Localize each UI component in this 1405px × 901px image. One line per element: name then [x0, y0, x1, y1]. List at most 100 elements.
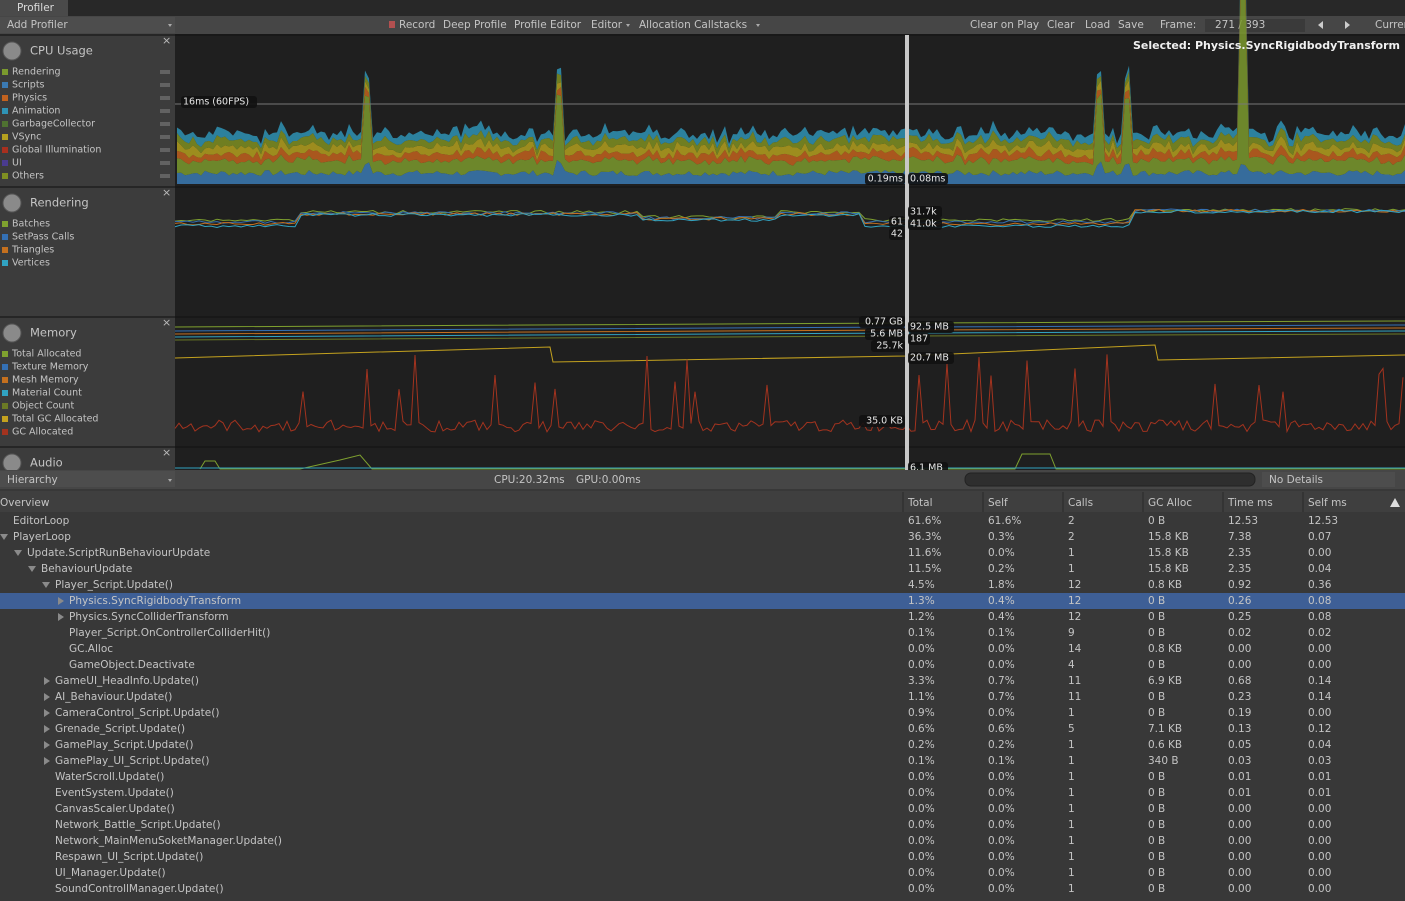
prev-frame[interactable] — [1318, 21, 1323, 29]
legend-item[interactable]: Total Allocated — [11, 349, 81, 360]
row-name[interactable]: Physics.SyncColliderTransform — [69, 611, 229, 623]
row-name[interactable]: WaterScroll.Update() — [55, 771, 164, 783]
legend-item[interactable]: Scripts — [12, 80, 45, 91]
collapsed-arrow[interactable] — [44, 709, 50, 717]
column-header[interactable]: Self ms — [1308, 497, 1347, 509]
memory-line — [174, 354, 1404, 434]
rendering-line — [174, 209, 1405, 226]
row-cell: 5 — [1068, 723, 1075, 735]
close-module[interactable]: × — [162, 316, 171, 329]
legend-item[interactable]: Rendering — [12, 67, 61, 78]
expanded-arrow[interactable] — [42, 582, 50, 588]
row-cell: 0.0% — [988, 771, 1015, 783]
module-panel — [0, 34, 175, 470]
row-name[interactable]: PlayerLoop — [13, 531, 71, 543]
legend-item[interactable]: Batches — [12, 219, 50, 230]
row-cell: 61.6% — [988, 515, 1021, 527]
legend-item[interactable]: Object Count — [12, 401, 74, 412]
details-dropdown[interactable] — [1262, 472, 1395, 487]
collapsed-arrow[interactable] — [44, 757, 50, 765]
row-name[interactable]: BehaviourUpdate — [41, 563, 132, 575]
row-cell: 0.00 — [1308, 819, 1331, 831]
legend-item[interactable]: Texture Memory — [11, 362, 89, 373]
row-name[interactable]: CameraControl_Script.Update() — [55, 707, 219, 719]
collapsed-arrow[interactable] — [44, 693, 50, 701]
column-header[interactable]: Self — [988, 497, 1008, 509]
row-name[interactable]: Network_Battle_Script.Update() — [55, 819, 221, 831]
legend-item[interactable]: Global Illumination — [12, 145, 101, 156]
row-name[interactable]: GameObject.Deactivate — [69, 659, 195, 671]
toolbar-button[interactable]: Allocation Callstacks — [639, 19, 747, 31]
row-cell: 0.00 — [1228, 659, 1251, 671]
row-name[interactable]: AI_Behaviour.Update() — [55, 691, 172, 703]
row-name[interactable]: Player_Script.OnControllerColliderHit() — [69, 627, 270, 639]
row-name[interactable]: Grenade_Script.Update() — [55, 723, 185, 735]
row-name[interactable]: UI_Manager.Update() — [55, 867, 166, 879]
legend-item[interactable]: GarbageCollector — [12, 119, 95, 130]
current-button[interactable]: Current — [1375, 19, 1405, 31]
search-field[interactable] — [964, 472, 1256, 487]
graph-area — [175, 34, 1405, 470]
row-name[interactable]: GameUI_HeadInfo.Update() — [55, 675, 199, 687]
row-name[interactable]: EventSystem.Update() — [55, 787, 174, 799]
row-cell: 12.53 — [1228, 515, 1258, 527]
next-frame[interactable] — [1345, 21, 1350, 29]
column-header[interactable]: Calls — [1068, 497, 1093, 509]
row-cell: 0.1% — [988, 627, 1015, 639]
row-name[interactable]: SoundControllManager.Update() — [55, 883, 224, 895]
toolbar-button[interactable]: Clear — [1047, 19, 1075, 31]
row-cell: 7.1 KB — [1148, 723, 1182, 735]
expanded-arrow[interactable] — [0, 534, 8, 540]
expanded-arrow[interactable] — [14, 550, 22, 556]
legend-item[interactable]: Animation — [12, 106, 60, 117]
row-name[interactable]: GamePlay_Script.Update() — [55, 739, 193, 751]
row-name[interactable]: Physics.SyncRigidbodyTransform — [69, 595, 241, 607]
legend-item[interactable]: UI — [12, 158, 22, 169]
collapsed-arrow[interactable] — [58, 597, 64, 605]
row-name[interactable]: GC.Alloc — [69, 643, 113, 655]
legend-item[interactable]: Triangles — [11, 245, 54, 256]
column-header[interactable]: Total — [907, 497, 933, 509]
toolbar-button[interactable]: Load — [1085, 19, 1110, 31]
row-cell: 9 — [1068, 627, 1075, 639]
legend-item[interactable]: Vertices — [12, 258, 50, 269]
toolbar-button[interactable]: Profile Editor — [514, 19, 582, 31]
legend-item[interactable]: VSync — [12, 132, 41, 143]
toolbar-button[interactable]: Record — [399, 19, 435, 31]
row-name[interactable]: Player_Script.Update() — [55, 579, 173, 591]
row-name[interactable]: Network_MainMenuSoketManager.Update() — [55, 835, 282, 847]
close-module[interactable]: × — [162, 446, 171, 459]
row-name[interactable]: GamePlay_UI_Script.Update() — [55, 755, 209, 767]
row-name[interactable]: EditorLoop — [13, 515, 70, 527]
row-name[interactable]: CanvasScaler.Update() — [55, 803, 175, 815]
legend-item[interactable]: Physics — [12, 93, 47, 104]
collapsed-arrow[interactable] — [44, 677, 50, 685]
row-name[interactable]: Respawn_UI_Script.Update() — [55, 851, 203, 863]
collapsed-arrow[interactable] — [44, 725, 50, 733]
collapsed-arrow[interactable] — [44, 741, 50, 749]
legend-item[interactable]: Others — [12, 171, 44, 182]
legend-item[interactable]: Material Count — [12, 388, 82, 399]
row-cell: 0.00 — [1228, 883, 1251, 895]
column-header[interactable]: Overview — [0, 497, 50, 509]
legend-item[interactable]: SetPass Calls — [12, 232, 74, 243]
add-profiler-dropdown[interactable]: Add Profiler — [7, 19, 68, 31]
module-title: Rendering — [30, 196, 89, 210]
legend-item[interactable]: GC Allocated — [12, 427, 73, 438]
view-dropdown[interactable]: Hierarchy — [7, 474, 58, 486]
toolbar-button[interactable]: Save — [1118, 19, 1144, 31]
column-header[interactable]: Time ms — [1227, 497, 1273, 509]
row-cell: 0.02 — [1308, 627, 1331, 639]
toolbar-button[interactable]: Deep Profile — [443, 19, 507, 31]
close-module[interactable]: × — [162, 34, 171, 47]
toolbar-button[interactable]: Editor — [591, 19, 623, 31]
collapsed-arrow[interactable] — [58, 613, 64, 621]
close-module[interactable]: × — [162, 186, 171, 199]
row-name[interactable]: Update.ScriptRunBehaviourUpdate — [27, 547, 210, 559]
legend-item[interactable]: Mesh Memory — [12, 375, 79, 386]
toolbar-button[interactable]: Clear on Play — [970, 19, 1039, 31]
legend-item[interactable]: Total GC Allocated — [11, 414, 98, 425]
row-cell: 0.8 KB — [1148, 579, 1182, 591]
expanded-arrow[interactable] — [28, 566, 36, 572]
column-header[interactable]: GC Alloc — [1148, 497, 1192, 509]
